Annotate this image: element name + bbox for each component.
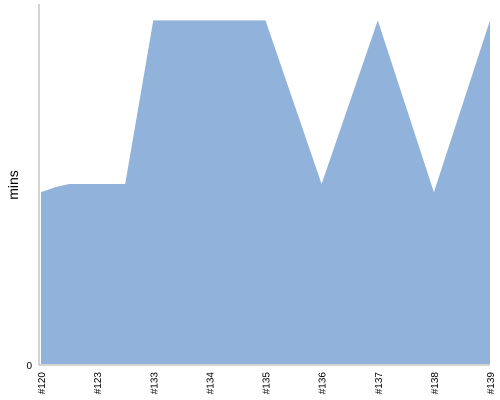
x-tick-label: #123 (93, 372, 104, 395)
y-tick-label: 0 (26, 361, 32, 372)
x-tick-label: #138 (430, 372, 441, 395)
series-area (41, 20, 490, 365)
x-tick-label: #139 (486, 372, 497, 395)
x-tick-label: #120 (37, 372, 48, 395)
x-tick-label: #136 (318, 372, 329, 395)
x-tick-label: #133 (149, 372, 160, 395)
x-tick-label: #137 (374, 372, 385, 395)
x-tick-label: #135 (262, 372, 273, 395)
x-tick-label: #134 (205, 372, 216, 395)
y-axis-label: mins (5, 170, 21, 200)
